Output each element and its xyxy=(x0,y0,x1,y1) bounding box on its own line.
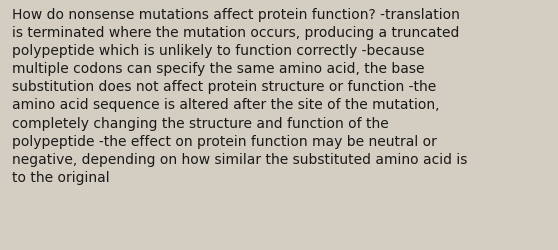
Text: How do nonsense mutations affect protein function? -translation
is terminated wh: How do nonsense mutations affect protein… xyxy=(12,8,468,184)
